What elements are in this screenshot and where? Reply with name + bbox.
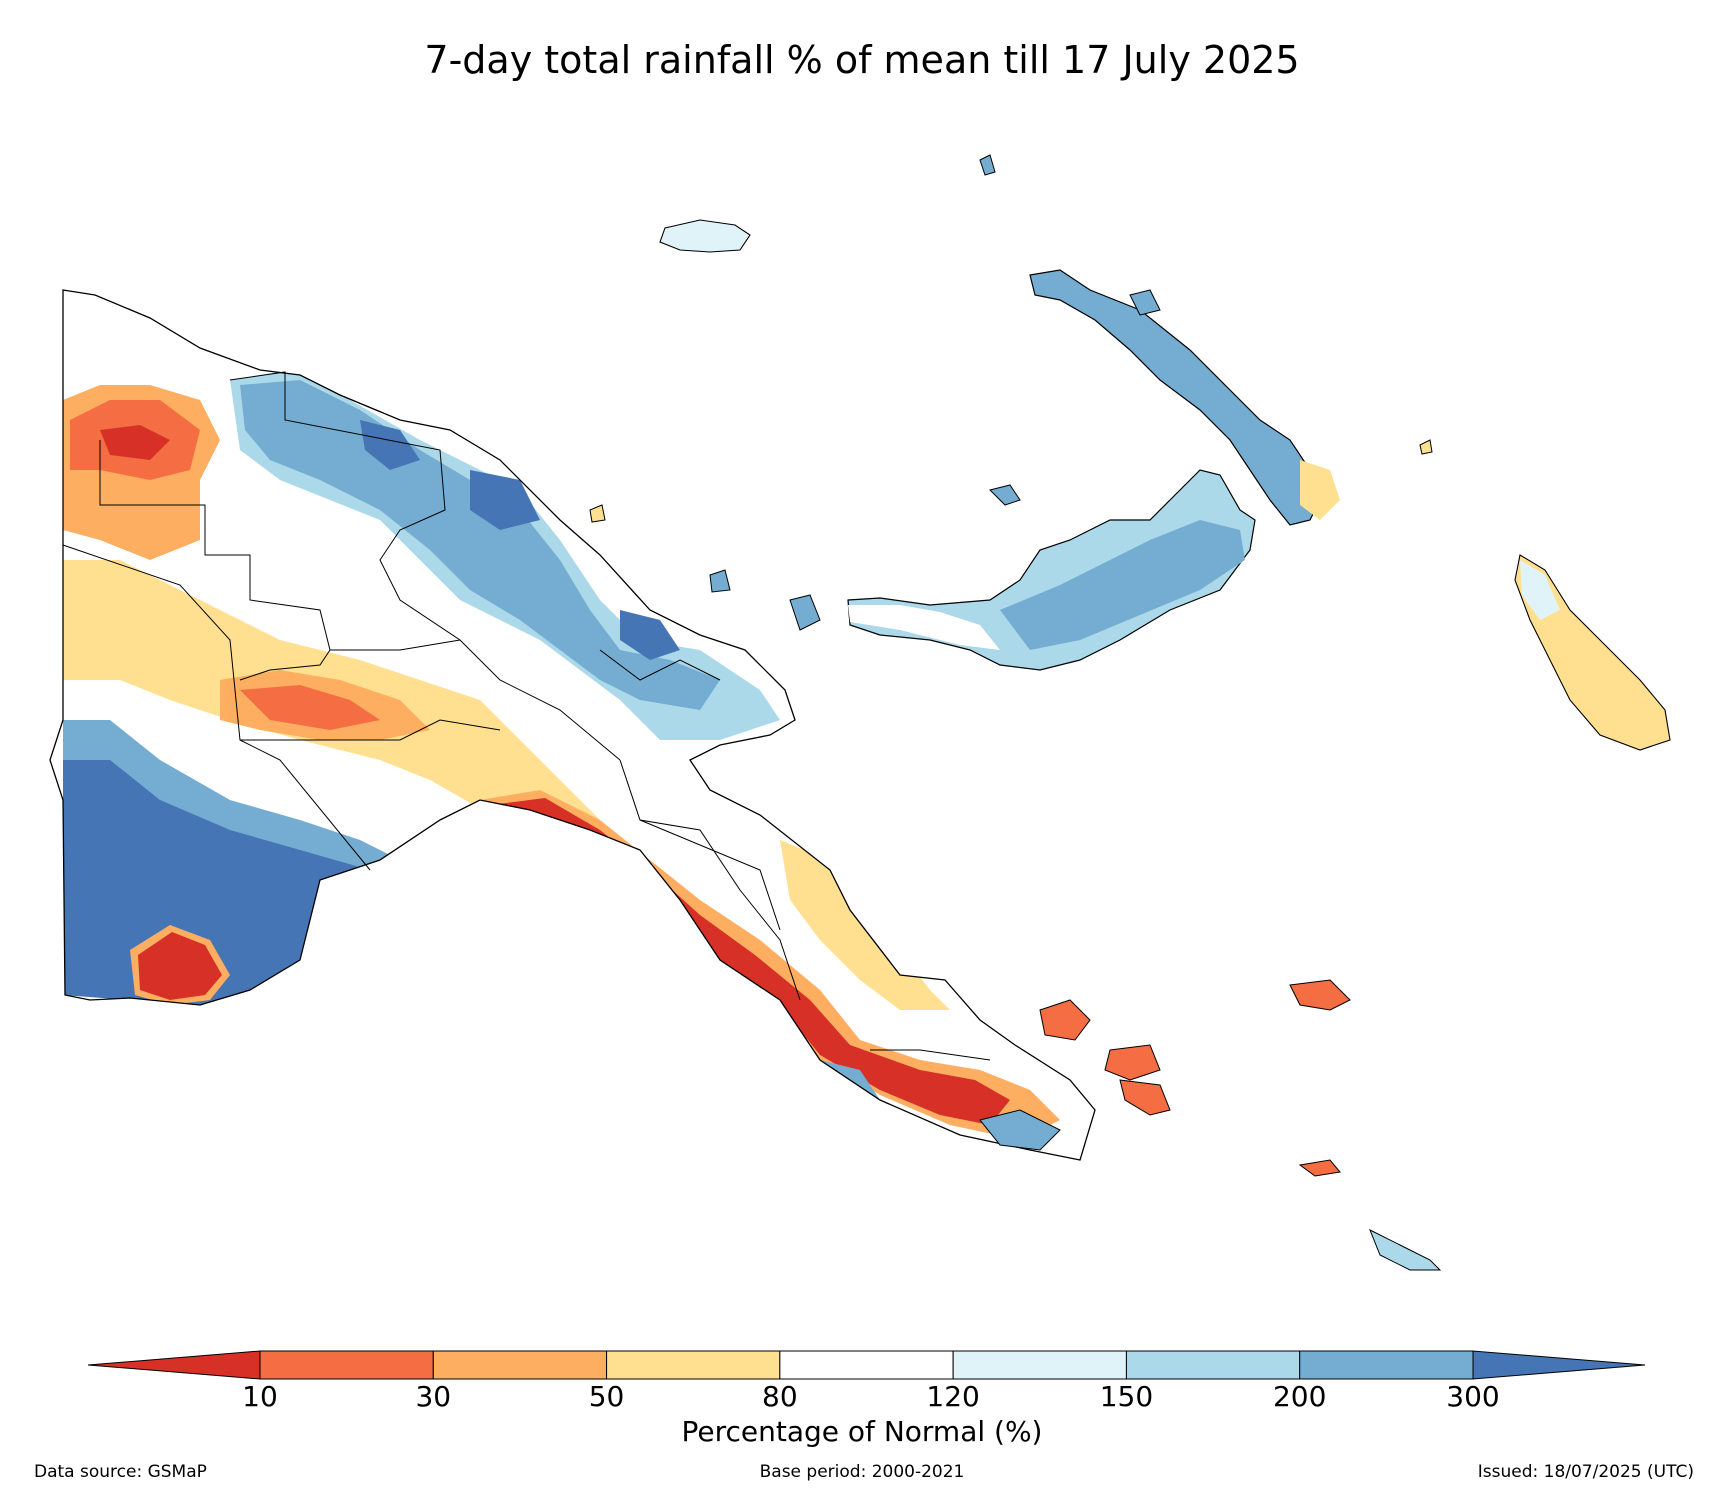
colorbar-tick-label: 80 — [762, 1380, 798, 1413]
colorbar-segment — [606, 1350, 781, 1380]
issued-date-note: Issued: 18/07/2025 (UTC) — [1477, 1462, 1694, 1482]
map-title: 7-day total rainfall % of mean till 17 J… — [424, 38, 1300, 82]
colorbar-segment — [952, 1350, 1127, 1380]
colorbar-segment — [259, 1350, 434, 1380]
manus-island — [659, 219, 751, 253]
colorbar-tick-label: 10 — [242, 1380, 278, 1413]
new-ireland-island — [1029, 269, 1321, 526]
base-period-note: Base period: 2000-2021 — [759, 1462, 965, 1482]
colorbar-segment — [1299, 1350, 1474, 1380]
mainland-coastline — [49, 289, 1096, 1161]
milne-bay-islands — [1039, 999, 1171, 1116]
provincial-borders — [62, 371, 991, 1061]
colorbar-tick-label: 200 — [1272, 1380, 1327, 1413]
colorbar-segment — [1125, 1350, 1301, 1380]
data-source-note: Data source: GSMaP — [34, 1462, 207, 1482]
colorbar-tick-label: 50 — [588, 1380, 625, 1413]
colorbar-tick-label: 300 — [1446, 1380, 1500, 1413]
colorbar-segment — [432, 1350, 608, 1380]
colorbar-segment — [779, 1350, 954, 1380]
colorbar-tick-label: 120 — [926, 1380, 980, 1413]
colorbar-tick-label: 30 — [415, 1380, 452, 1413]
colorbar-label: Percentage of Normal (%) — [681, 1415, 1043, 1448]
colorbar-extend-high — [1472, 1350, 1646, 1380]
colorbar-extend-low — [87, 1350, 261, 1380]
colorbar-tick-label: 150 — [1099, 1380, 1154, 1413]
